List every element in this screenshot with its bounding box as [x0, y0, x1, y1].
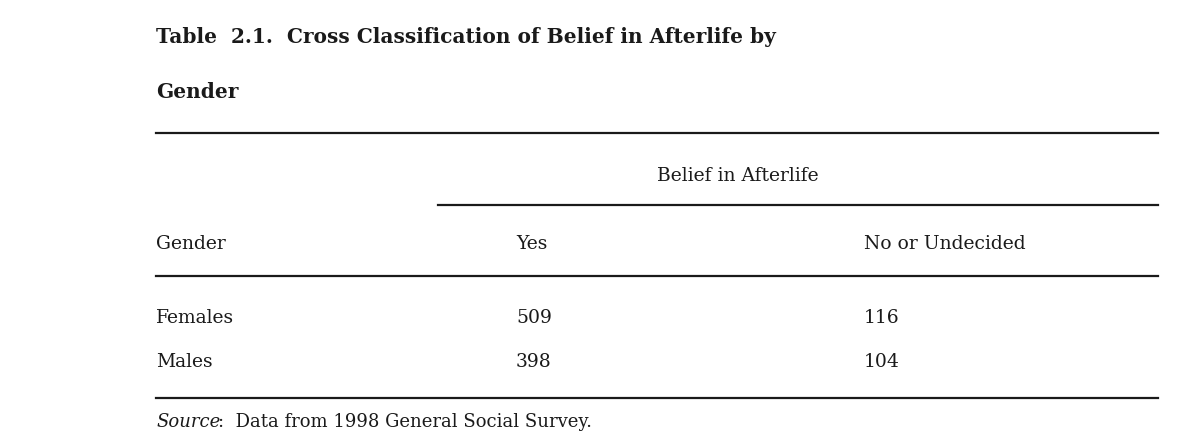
Text: Females: Females [156, 308, 234, 327]
Text: Gender: Gender [156, 82, 239, 102]
Text: 104: 104 [864, 352, 900, 371]
Text: No or Undecided: No or Undecided [864, 234, 1026, 252]
Text: Yes: Yes [516, 234, 547, 252]
Text: :  Data from 1998 General Social Survey.: : Data from 1998 General Social Survey. [218, 412, 593, 431]
Text: Belief in Afterlife: Belief in Afterlife [658, 166, 818, 184]
Text: 116: 116 [864, 308, 900, 327]
Text: Table  2.1.  Cross Classification of Belief in Afterlife by: Table 2.1. Cross Classification of Belie… [156, 27, 775, 47]
Text: Gender: Gender [156, 234, 226, 252]
Text: Source: Source [156, 412, 221, 431]
Text: 509: 509 [516, 308, 552, 327]
Text: Males: Males [156, 352, 212, 371]
Text: 398: 398 [516, 352, 552, 371]
